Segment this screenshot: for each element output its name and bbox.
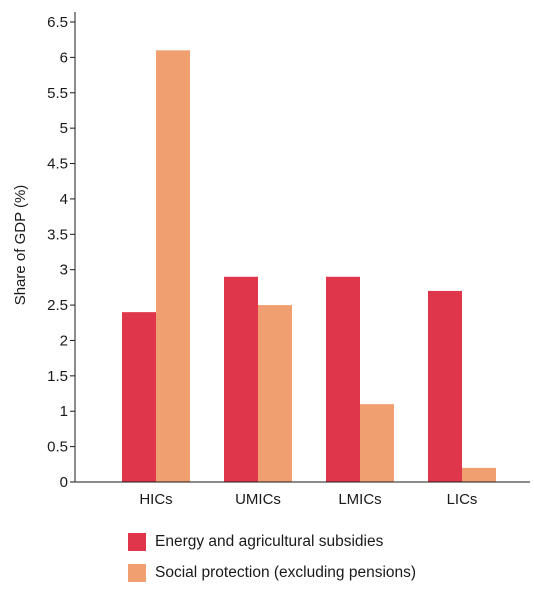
bar-social-protection-umics	[258, 305, 292, 482]
y-tick-label: 3	[60, 262, 68, 279]
legend-label-social-protection: Social protection (excluding pensions)	[155, 564, 417, 581]
bar-social-protection-lics	[462, 467, 496, 482]
bar-social-protection-lmics	[360, 404, 394, 482]
x-axis: HICs UMICs LMICs LICs	[75, 481, 530, 508]
y-tick-label: 2	[60, 332, 68, 349]
bars	[122, 50, 496, 483]
legend-item-energy-subsidies: Energy and agricultural subsidies	[128, 531, 416, 553]
x-tick-label: UMICs	[235, 491, 281, 508]
y-tick-label: 5.5	[47, 85, 68, 102]
y-axis-title: Share of GDP (%)	[12, 185, 29, 306]
legend-swatch-social-protection	[128, 564, 146, 582]
y-tick-label: 0	[60, 474, 68, 491]
y-tick-label: 3.5	[47, 226, 68, 243]
x-tick-label: LICs	[447, 491, 478, 508]
y-tick-label: 5	[60, 120, 68, 137]
bar-energy-subsidies-lmics	[326, 276, 360, 482]
legend-item-social-protection: Social protection (excluding pensions)	[128, 562, 416, 584]
y-tick-label: 6	[60, 49, 68, 66]
x-tick-label: LMICs	[338, 491, 381, 508]
bar-social-protection-hics	[156, 50, 190, 483]
y-tick-label: 1	[60, 403, 68, 420]
bar-energy-subsidies-umics	[224, 276, 258, 482]
y-axis-title-group: Share of GDP (%)	[12, 185, 29, 306]
y-tick-label: 2.5	[47, 297, 68, 314]
y-tick-label: 4	[60, 191, 68, 208]
y-tick-label: 4.5	[47, 156, 68, 173]
bar-energy-subsidies-hics	[122, 312, 156, 482]
y-tick-label: 1.5	[47, 368, 68, 385]
x-tick-label: HICs	[139, 491, 172, 508]
y-tick-label: 6.5	[47, 14, 68, 31]
bar-energy-subsidies-lics	[428, 290, 462, 482]
y-axis: 0 0.5 1 1.5 2 2.5 3 3.5 4 4.5 5 5.5 6 6.5	[47, 12, 76, 491]
legend-label-energy-subsidies: Energy and agricultural subsidies	[155, 533, 384, 550]
legend: Energy and agricultural subsidies Social…	[128, 531, 416, 593]
legend-swatch-energy-subsidies	[128, 533, 146, 551]
y-tick-label: 0.5	[47, 439, 68, 456]
